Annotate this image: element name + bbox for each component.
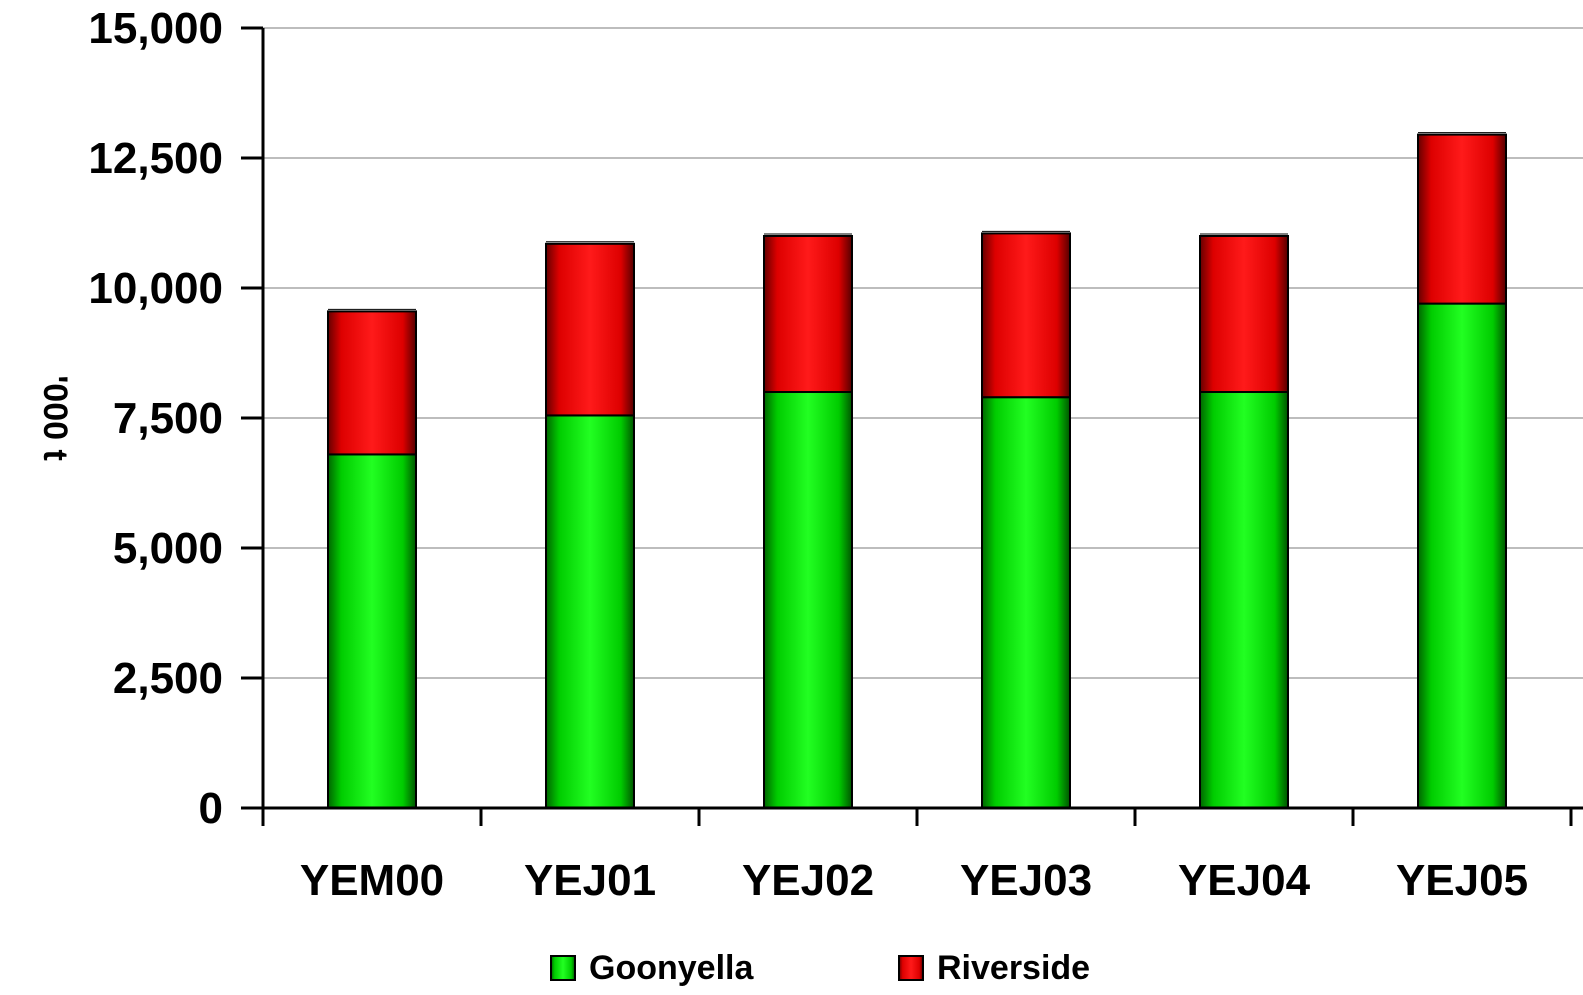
y-tick-label: 2,500 (113, 654, 223, 703)
bar-riverside-yej01 (545, 242, 635, 417)
legend-label-riverside: Riverside (937, 949, 1090, 987)
x-tick-label: YEJ05 (1396, 856, 1528, 905)
legend-swatch-riverside (898, 955, 924, 981)
y-tick-label: 0 (199, 784, 223, 833)
labels: 0 2,500 5,000 7,500 10,000 12,500 15,000 YEM00 Y… (36, 4, 1528, 905)
x-tick-label: YEJ02 (742, 856, 874, 905)
bar-goonyella-yej02 (763, 391, 853, 809)
legend-label-goonyella: Goonyella (589, 949, 754, 987)
bar-riverside-yej02 (763, 235, 853, 393)
bar-goonyella-yej03 (981, 396, 1071, 809)
bar-riverside-yej04 (1199, 235, 1289, 393)
legend-swatch-goonyella (550, 955, 576, 981)
y-tick-label: 10,000 (88, 264, 223, 313)
x-tick-label: YEM00 (300, 856, 444, 905)
axes (241, 26, 1583, 826)
bar-goonyella-yej04 (1199, 391, 1289, 809)
bar-goonyella-yem00 (327, 453, 417, 809)
x-tick-label: YEJ01 (524, 856, 656, 905)
x-tick-label: YEJ03 (960, 856, 1092, 905)
bar-riverside-yej05 (1417, 133, 1507, 305)
legend: Goonyella Riverside (550, 949, 1090, 987)
y-tick-label: 5,000 (113, 524, 223, 573)
bar-goonyella-yej05 (1417, 302, 1507, 809)
bar-riverside-yem00 (327, 310, 417, 456)
y-axis-title: '000 t (36, 375, 74, 461)
bar-riverside-yej03 (981, 232, 1071, 399)
x-tick-label: YEJ04 (1178, 856, 1311, 905)
y-tick-label: 7,500 (113, 394, 223, 443)
gridlines (263, 27, 1583, 679)
y-tick-label: 15,000 (88, 4, 223, 53)
y-tick-label: 12,500 (88, 134, 223, 183)
bar-goonyella-yej01 (545, 414, 635, 809)
bars (327, 132, 1507, 809)
